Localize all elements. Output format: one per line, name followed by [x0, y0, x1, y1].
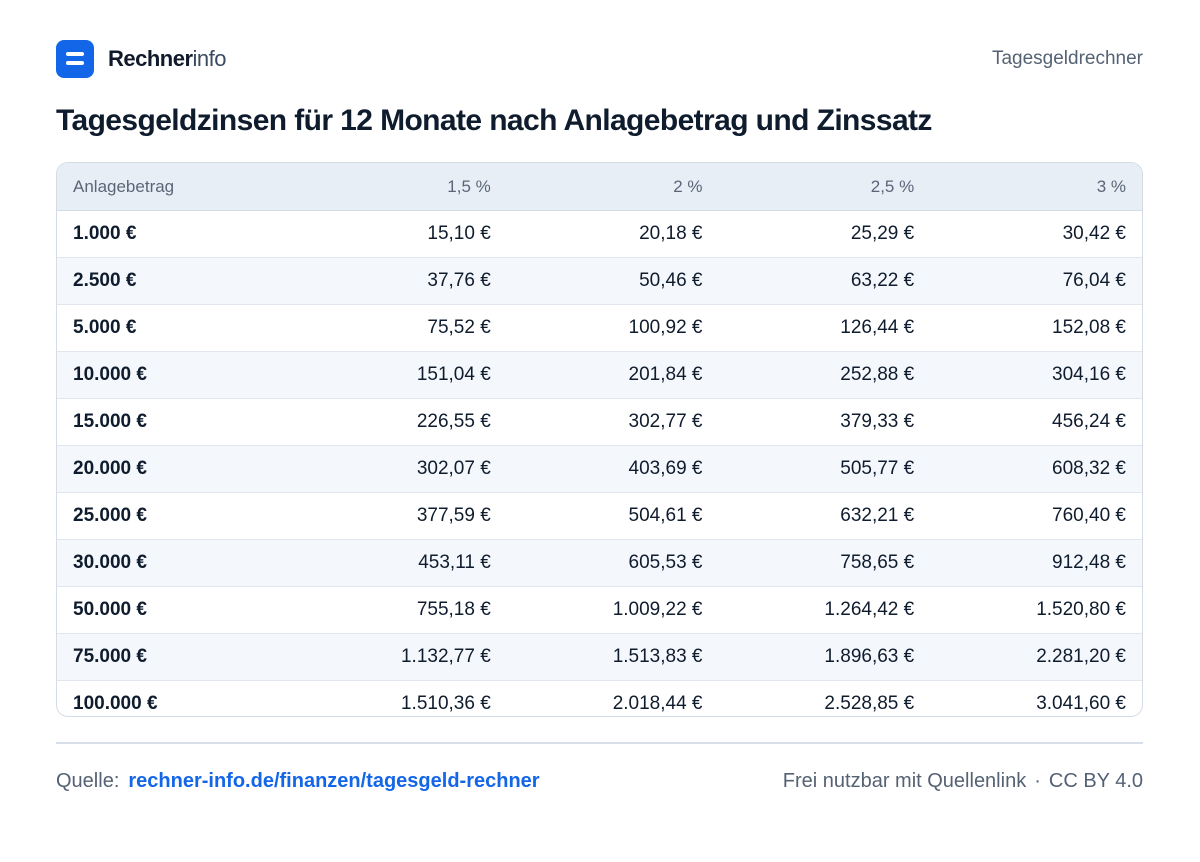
value-cell: 76,04 € — [930, 257, 1142, 305]
source-info: Quelle: rechner-info.de/finanzen/tagesgel… — [56, 770, 540, 793]
table-row: 10.000 €151,04 €201,84 €252,88 €304,16 € — [57, 351, 1142, 399]
value-cell: 302,77 € — [506, 398, 719, 446]
license-info: Frei nutzbar mit Quellenlink · CC BY 4.0 — [783, 770, 1143, 793]
value-cell: 758,65 € — [718, 539, 931, 587]
page-footer: Quelle: rechner-info.de/finanzen/tagesgel… — [56, 766, 1143, 796]
value-cell: 100,92 € — [506, 304, 719, 352]
column-header: Anlagebetrag — [57, 163, 296, 211]
row-label-cell: 75.000 € — [57, 633, 296, 681]
value-cell: 632,21 € — [718, 492, 931, 540]
interest-table: Anlagebetrag 1,5 % 2 % 2,5 % 3 % 1.000 €15,1… — [57, 163, 1142, 717]
row-label-cell: 30.000 € — [57, 539, 296, 587]
value-cell: 2.281,20 € — [930, 633, 1142, 681]
table-body: 1.000 €15,10 €20,18 €25,29 €30,42 €2.500… — [57, 210, 1142, 717]
brand-logo[interactable]: Rechnerinfo — [56, 40, 227, 78]
value-cell: 1.510,36 € — [400, 693, 491, 714]
column-header: 3 % — [930, 163, 1142, 211]
row-label-cell: 100.000 € — [73, 693, 158, 714]
source-link[interactable]: rechner-info.de/finanzen/tagesgeld-rechn… — [128, 769, 540, 792]
value-cell: 1.009,22 € — [506, 586, 719, 634]
brand-name-bold: Rechner — [108, 46, 193, 71]
value-cell: 1.520,80 € — [930, 586, 1142, 634]
value-cell: 3.041,60 € — [1036, 693, 1126, 714]
page-title: Tagesgeldzinsen für 12 Monate nach Anlag… — [56, 104, 932, 137]
value-cell: 1.264,42 € — [718, 586, 931, 634]
value-cell: 152,08 € — [930, 304, 1142, 352]
value-cell: 456,24 € — [930, 398, 1142, 446]
column-header: 2 % — [506, 163, 719, 211]
value-cell: 377,59 € — [295, 492, 507, 540]
license-separator: · — [1034, 769, 1041, 792]
value-cell: 20,18 € — [506, 210, 719, 258]
value-cell: 151,04 € — [295, 351, 507, 399]
source-label: Quelle: — [56, 769, 120, 792]
column-header: 1,5 % — [295, 163, 507, 211]
row-label-cell: 15.000 € — [57, 398, 296, 446]
value-cell: 50,46 € — [506, 257, 719, 305]
value-cell: 30,42 € — [930, 210, 1142, 258]
license-name: CC BY 4.0 — [1048, 769, 1143, 792]
brand-name: Rechnerinfo — [108, 46, 227, 72]
value-cell: 63,22 € — [718, 257, 931, 305]
value-cell: 912,48 € — [930, 539, 1142, 587]
value-cell: 15,10 € — [295, 210, 507, 258]
row-label-cell: 10.000 € — [57, 351, 296, 399]
value-cell: 2.528,85 € — [824, 693, 915, 714]
value-cell: 605,53 € — [506, 539, 719, 587]
column-header: 2,5 % — [718, 163, 931, 211]
table-row: 20.000 €302,07 €403,69 €505,77 €608,32 € — [57, 445, 1142, 493]
table-row: 1.000 €15,10 €20,18 €25,29 €30,42 € — [57, 210, 1142, 258]
value-cell: 252,88 € — [718, 351, 931, 399]
footer-divider — [56, 742, 1143, 744]
value-cell: 505,77 € — [718, 445, 931, 493]
row-label-cell: 1.000 € — [57, 210, 296, 258]
license-text: Frei nutzbar mit Quellenlink — [782, 769, 1027, 792]
value-cell: 1.896,63 € — [718, 633, 931, 681]
value-cell: 755,18 € — [295, 586, 507, 634]
value-cell: 126,44 € — [718, 304, 931, 352]
table-row: 75.000 €1.132,77 €1.513,83 €1.896,63 €2.… — [57, 633, 1142, 681]
value-cell: 302,07 € — [295, 445, 507, 493]
value-cell: 25,29 € — [718, 210, 931, 258]
value-cell: 403,69 € — [506, 445, 719, 493]
value-cell: 2.018,44 € — [612, 693, 703, 714]
value-cell: 201,84 € — [506, 351, 719, 399]
value-cell: 75,52 € — [295, 304, 507, 352]
brand-name-light: info — [192, 46, 227, 71]
value-cell: 304,16 € — [930, 351, 1142, 399]
row-label-cell: 25.000 € — [57, 492, 296, 540]
row-label-cell: 2.500 € — [57, 257, 296, 305]
value-cell: 37,76 € — [295, 257, 507, 305]
interest-table-card: Anlagebetrag 1,5 % 2 % 2,5 % 3 % 1.000 €15,1… — [56, 162, 1143, 717]
value-cell: 453,11 € — [295, 539, 507, 587]
page-header: Rechnerinfo Tagesgeldrechner — [56, 40, 1143, 78]
value-cell: 608,32 € — [930, 445, 1142, 493]
row-label-cell: 20.000 € — [57, 445, 296, 493]
table-row: 25.000 €377,59 €504,61 €632,21 €760,40 € — [57, 492, 1142, 540]
table-row: 100.000 € 1.510,36 € 2.018,44 € 2.528,85 € 3… — [57, 681, 1142, 717]
value-cell: 379,33 € — [718, 398, 931, 446]
table-row: 30.000 €453,11 €605,53 €758,65 €912,48 € — [57, 539, 1142, 587]
table-header-row: Anlagebetrag 1,5 % 2 % 2,5 % 3 % — [57, 163, 1142, 211]
value-cell: 760,40 € — [930, 492, 1142, 540]
page-label: Tagesgeldrechner — [991, 48, 1143, 69]
value-cell: 504,61 € — [506, 492, 719, 540]
table-row: 5.000 €75,52 €100,92 €126,44 €152,08 € — [57, 304, 1142, 352]
table-row: 15.000 €226,55 €302,77 €379,33 €456,24 € — [57, 398, 1142, 446]
value-cell: 226,55 € — [295, 398, 507, 446]
value-cell: 1.132,77 € — [295, 633, 507, 681]
table-row: 50.000 €755,18 €1.009,22 €1.264,42 €1.52… — [57, 586, 1142, 634]
value-cell: 1.513,83 € — [506, 633, 719, 681]
row-label-cell: 5.000 € — [57, 304, 296, 352]
table-row: 2.500 €37,76 €50,46 €63,22 €76,04 € — [57, 257, 1142, 305]
row-label-cell: 50.000 € — [57, 586, 296, 634]
logo-icon — [56, 40, 94, 78]
